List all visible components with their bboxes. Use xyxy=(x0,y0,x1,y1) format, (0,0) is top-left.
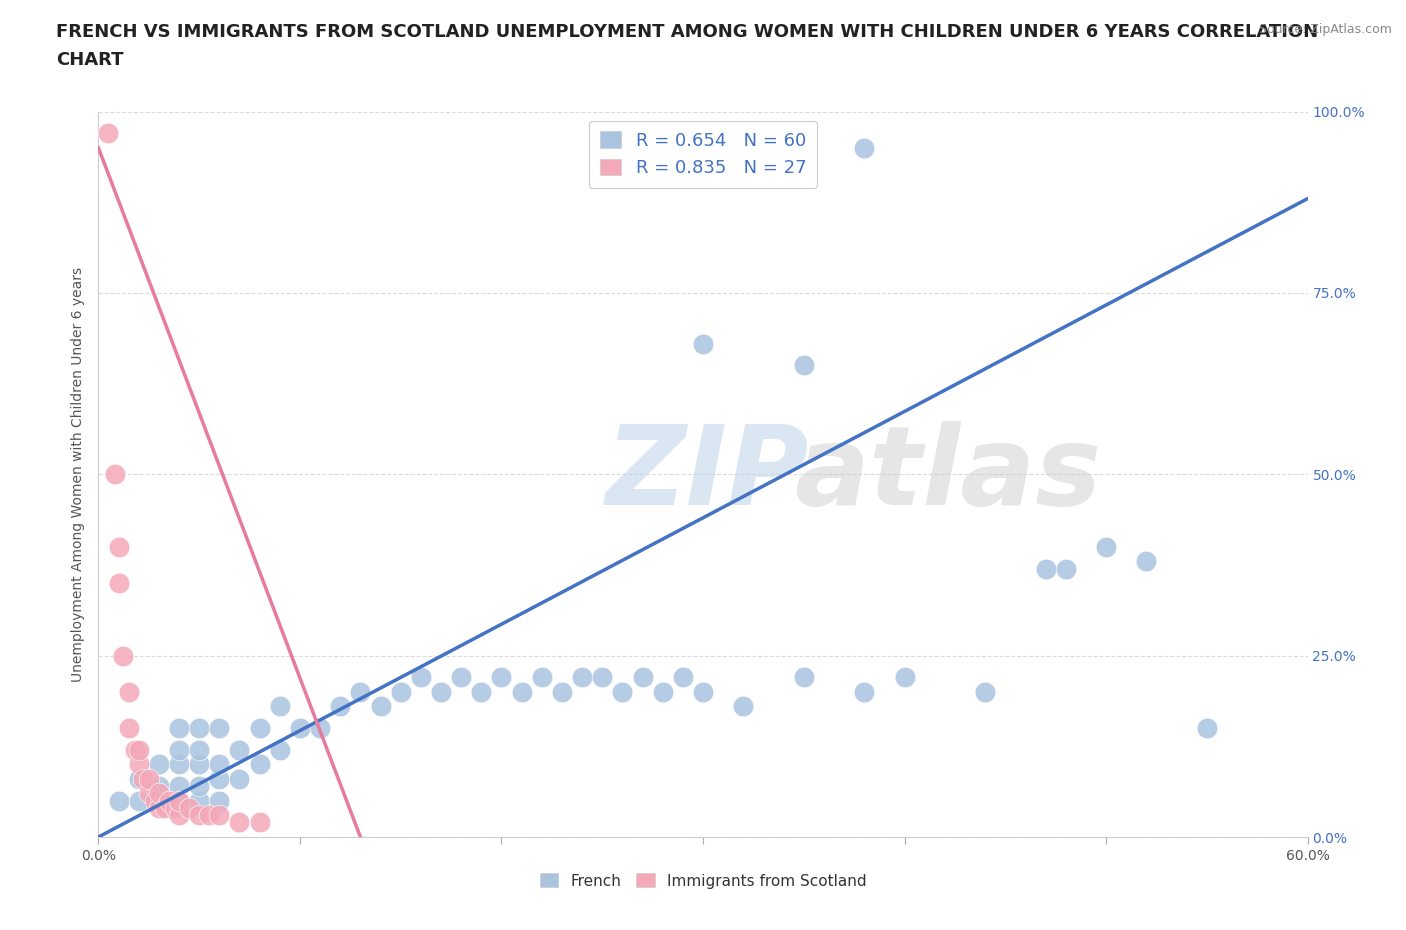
Y-axis label: Unemployment Among Women with Children Under 6 years: Unemployment Among Women with Children U… xyxy=(70,267,84,682)
Point xyxy=(128,742,150,757)
Point xyxy=(430,684,453,699)
Point xyxy=(651,684,673,699)
Point xyxy=(188,778,211,793)
Point xyxy=(167,721,190,736)
Point xyxy=(167,757,190,772)
Point xyxy=(571,670,593,684)
Point xyxy=(107,576,129,591)
Point xyxy=(208,808,231,823)
Point xyxy=(1135,554,1157,569)
Point xyxy=(188,793,211,808)
Point xyxy=(329,699,352,714)
Point xyxy=(208,757,231,772)
Point xyxy=(118,721,141,736)
Point xyxy=(208,793,231,808)
Point xyxy=(692,337,714,352)
Point xyxy=(132,772,155,787)
Point xyxy=(118,684,141,699)
Point xyxy=(157,793,180,808)
Point xyxy=(163,801,186,816)
Point xyxy=(510,684,533,699)
Point xyxy=(1054,561,1077,576)
Point xyxy=(128,793,150,808)
Point xyxy=(167,793,190,808)
Point xyxy=(974,684,997,699)
Point xyxy=(1035,561,1057,576)
Point xyxy=(349,684,371,699)
Point xyxy=(148,778,170,793)
Point xyxy=(138,786,160,801)
Point xyxy=(188,742,211,757)
Point xyxy=(167,793,190,808)
Point xyxy=(389,684,412,699)
Point xyxy=(228,742,250,757)
Point xyxy=(249,815,271,830)
Point xyxy=(591,670,613,684)
Point xyxy=(188,721,211,736)
Point xyxy=(107,793,129,808)
Point xyxy=(249,721,271,736)
Point xyxy=(153,801,176,816)
Point xyxy=(370,699,392,714)
Point xyxy=(148,757,170,772)
Point xyxy=(893,670,915,684)
Point xyxy=(128,772,150,787)
Point xyxy=(124,742,146,757)
Text: Source: ZipAtlas.com: Source: ZipAtlas.com xyxy=(1258,23,1392,36)
Point xyxy=(470,684,492,699)
Point xyxy=(148,793,170,808)
Point xyxy=(692,684,714,699)
Point xyxy=(111,648,134,663)
Point xyxy=(249,757,271,772)
Point xyxy=(1195,721,1218,736)
Point xyxy=(167,808,190,823)
Point xyxy=(793,358,815,373)
Point xyxy=(228,815,250,830)
Point xyxy=(143,793,166,808)
Point xyxy=(853,684,876,699)
Point xyxy=(309,721,332,736)
Point xyxy=(167,778,190,793)
Text: FRENCH VS IMMIGRANTS FROM SCOTLAND UNEMPLOYMENT AMONG WOMEN WITH CHILDREN UNDER : FRENCH VS IMMIGRANTS FROM SCOTLAND UNEMP… xyxy=(56,23,1319,41)
Point xyxy=(148,786,170,801)
Point xyxy=(97,126,120,140)
Point xyxy=(167,742,190,757)
Point xyxy=(107,539,129,554)
Point xyxy=(128,757,150,772)
Point xyxy=(409,670,432,684)
Point xyxy=(631,670,654,684)
Text: atlas: atlas xyxy=(793,420,1101,528)
Point xyxy=(228,772,250,787)
Point xyxy=(208,721,231,736)
Text: CHART: CHART xyxy=(56,51,124,69)
Point xyxy=(733,699,755,714)
Legend: French, Immigrants from Scotland: French, Immigrants from Scotland xyxy=(533,868,873,895)
Point xyxy=(138,772,160,787)
Point xyxy=(269,699,291,714)
Text: ZIP: ZIP xyxy=(606,420,810,528)
Point xyxy=(612,684,634,699)
Point xyxy=(491,670,513,684)
Point xyxy=(148,801,170,816)
Point xyxy=(179,801,201,816)
Point xyxy=(551,684,574,699)
Point xyxy=(188,808,211,823)
Point xyxy=(793,670,815,684)
Point xyxy=(208,772,231,787)
Point xyxy=(198,808,221,823)
Point xyxy=(450,670,472,684)
Point xyxy=(530,670,553,684)
Point xyxy=(672,670,695,684)
Point xyxy=(853,140,876,155)
Point xyxy=(288,721,311,736)
Point xyxy=(1095,539,1118,554)
Point xyxy=(188,757,211,772)
Point xyxy=(269,742,291,757)
Point xyxy=(103,467,125,482)
